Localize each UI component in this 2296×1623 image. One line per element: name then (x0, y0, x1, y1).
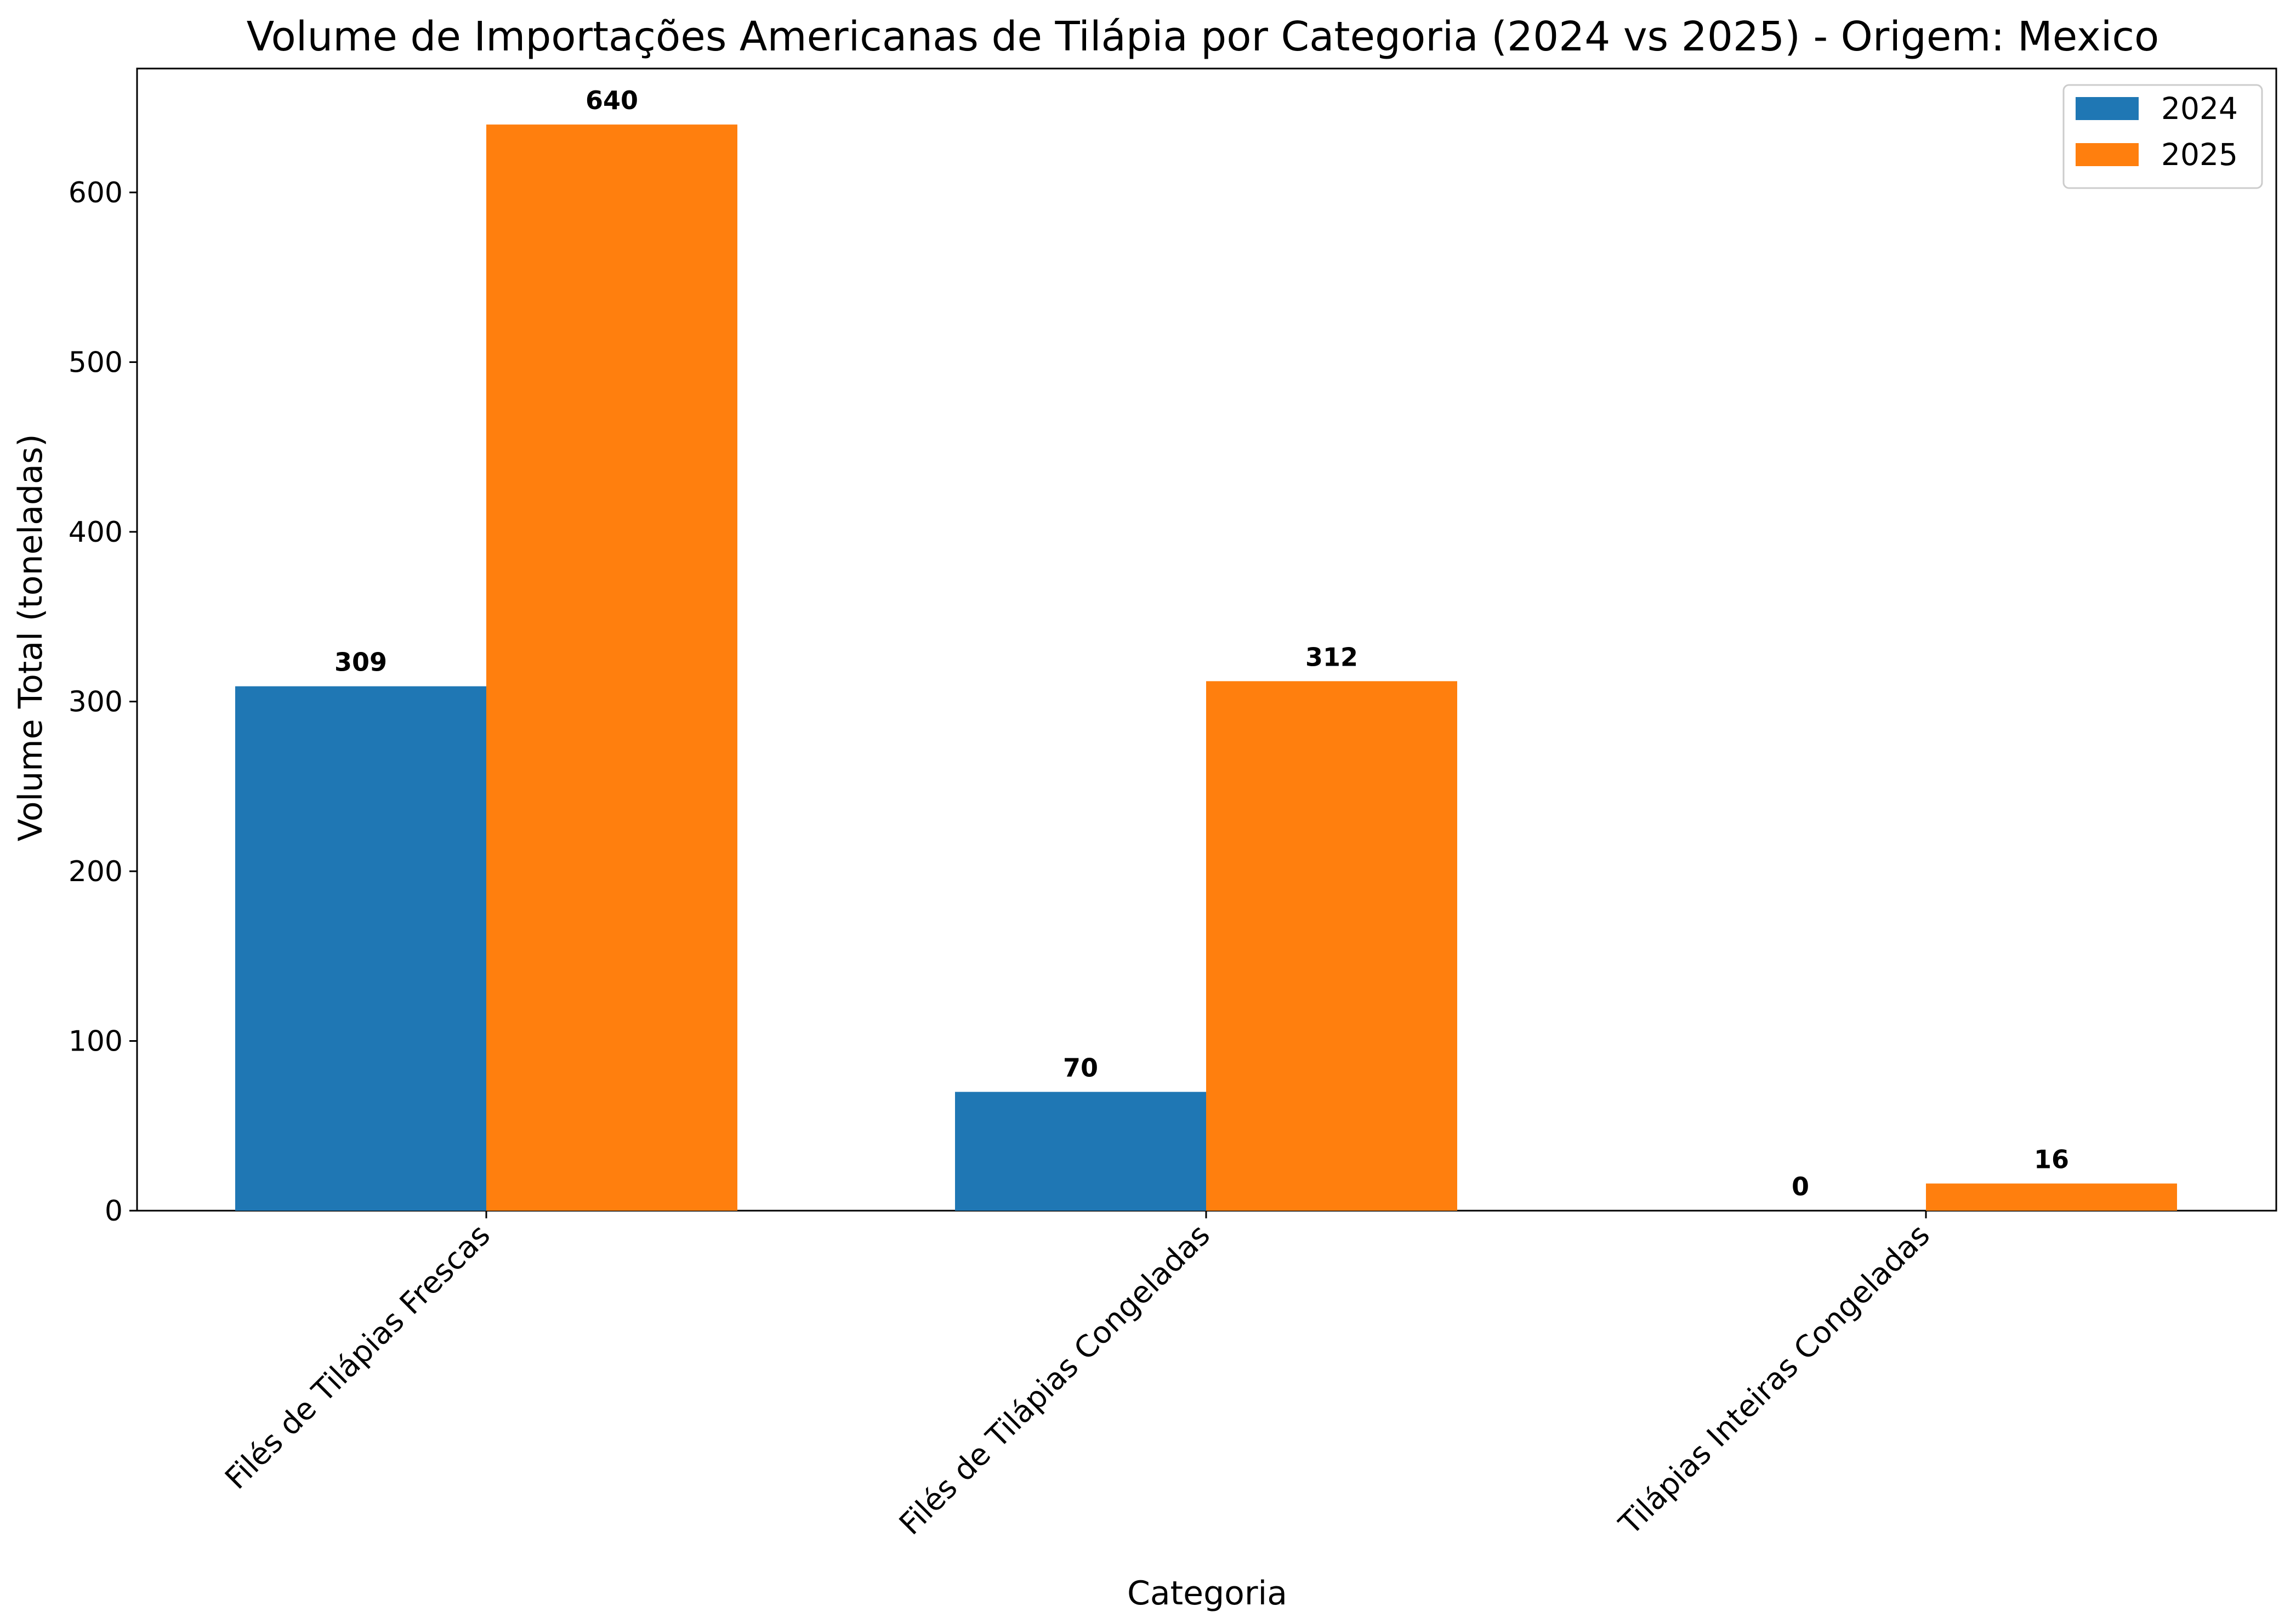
data-label-2024-1: 70 (1063, 1053, 1098, 1082)
x-tick-label-0: Filés de Tilápias Frescas (218, 1217, 497, 1496)
chart-title: Volume de Importações Americanas de Tilá… (247, 13, 2159, 60)
y-tick-label-1: 100 (69, 1025, 123, 1058)
y-tick-label-4: 400 (69, 516, 123, 549)
y-tick-label-0: 0 (105, 1195, 123, 1228)
data-label-2025-0: 640 (586, 86, 638, 115)
data-label-2024-2: 0 (1792, 1172, 1809, 1201)
data-label-2025-1: 312 (1305, 642, 1358, 672)
legend: 2024 2025 (2064, 85, 2262, 188)
x-tick-label-1: Filés de Tilápias Congeladas (893, 1217, 1217, 1542)
y-axis-title: Volume Total (toneladas) (12, 434, 50, 842)
data-label-2024-0: 309 (334, 648, 387, 677)
x-axis: Filés de Tilápias Frescas Filés de Tilápi… (218, 1211, 1936, 1542)
bar-2025-0 (486, 124, 737, 1211)
legend-swatch-2025 (2076, 143, 2139, 166)
y-tick-label-6: 600 (69, 177, 123, 209)
bar-2025-2 (1926, 1183, 2177, 1211)
y-tick-label-5: 500 (69, 346, 123, 379)
x-tick-label-2: Tilápias Inteiras Congeladas (1612, 1217, 1936, 1542)
bars (235, 124, 2177, 1211)
bar-2024-1 (955, 1092, 1206, 1211)
legend-label-2025: 2025 (2161, 137, 2238, 172)
bar-2024-0 (235, 686, 486, 1211)
y-tick-label-3: 300 (69, 685, 123, 718)
bar-2025-1 (1206, 681, 1457, 1211)
x-axis-title: Categoria (1127, 1574, 1287, 1613)
y-axis: 0 100 200 300 400 500 600 (69, 177, 137, 1228)
data-label-2025-2: 16 (2034, 1144, 2069, 1174)
legend-label-2024: 2024 (2161, 91, 2238, 126)
y-tick-label-2: 200 (69, 855, 123, 888)
legend-swatch-2024 (2076, 97, 2139, 120)
